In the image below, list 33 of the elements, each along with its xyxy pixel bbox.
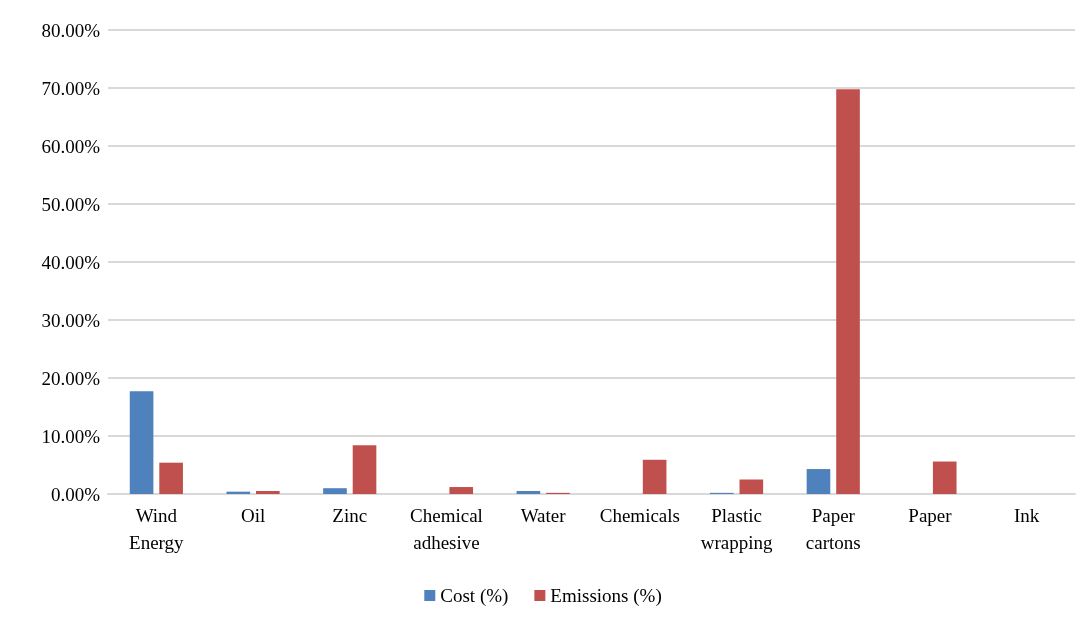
- bar: [256, 491, 280, 494]
- x-tick-label: Ink: [1013, 505, 1040, 526]
- bar: [323, 488, 347, 494]
- y-tick-label: 10.00%: [41, 425, 101, 447]
- y-tick-label: 60.00%: [41, 135, 101, 157]
- x-tick-label: Water: [520, 505, 567, 526]
- y-tick-label: 80.00%: [41, 19, 101, 41]
- bar: [129, 391, 154, 494]
- bar: [739, 479, 764, 494]
- x-tick-label: Paper cartons: [805, 505, 861, 553]
- y-tick-label: 40.00%: [41, 251, 101, 273]
- bar: [836, 89, 860, 494]
- x-tick-label: Chemical adhesive: [410, 505, 483, 553]
- bar: [642, 459, 667, 494]
- legend-label: Cost (%): [440, 585, 509, 607]
- x-tick-label: Paper: [908, 505, 953, 526]
- bar: [516, 491, 541, 494]
- x-tick-label: Chemicals: [599, 505, 680, 526]
- y-tick-label: 70.00%: [41, 77, 101, 99]
- bar: [159, 462, 183, 494]
- x-tick-label: Zinc: [332, 505, 368, 526]
- bar: [352, 445, 377, 494]
- x-tick-label: Oil: [240, 505, 266, 526]
- bar: [449, 487, 474, 494]
- x-tick-label: Wind Energy: [129, 505, 185, 553]
- y-tick-label: 30.00%: [41, 309, 101, 331]
- x-tick-label: Plastic wrapping: [700, 505, 773, 553]
- bar: [806, 469, 831, 494]
- y-tick-label: 20.00%: [41, 367, 101, 389]
- y-tick-label: 50.00%: [41, 193, 101, 215]
- legend-label: Emissions (%): [550, 585, 662, 607]
- bar: [932, 461, 957, 494]
- y-tick-label: 0.00%: [50, 483, 101, 505]
